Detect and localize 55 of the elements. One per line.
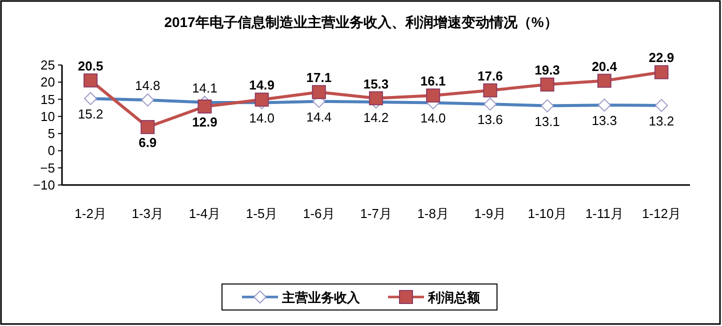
data-label: 14.8	[134, 78, 160, 93]
data-label: 13.2	[648, 113, 674, 128]
x-tick-label: 1-9月	[474, 206, 506, 221]
data-label: 14.2	[363, 110, 389, 126]
x-tick-label: 1-10月	[528, 206, 567, 221]
x-tick-label: 1-6月	[303, 206, 335, 221]
data-label: 20.5	[78, 58, 104, 74]
point	[369, 91, 383, 106]
y-tick-label: −5	[40, 160, 55, 176]
data-label: 15.3	[363, 76, 389, 92]
data-label: 13.6	[478, 112, 503, 128]
point	[312, 85, 326, 100]
point	[540, 78, 554, 92]
data-label: 14.0	[249, 110, 274, 126]
point	[597, 74, 612, 88]
data-label: 20.4	[592, 58, 618, 74]
data-label: 13.3	[592, 113, 618, 128]
point	[254, 92, 269, 107]
data-label: 15.2	[78, 106, 104, 122]
point	[483, 83, 498, 98]
x-tick-label: 1-11月	[585, 206, 624, 221]
y-tick-label: 5	[48, 126, 55, 142]
y-tick-label: 15	[40, 92, 55, 107]
data-label: 22.9	[648, 50, 674, 66]
data-label: 17.6	[478, 68, 503, 84]
data-label: 6.9	[138, 135, 157, 150]
y-tick-label: 10	[40, 108, 55, 124]
x-tick-label: 1-2月	[74, 206, 106, 221]
data-label: 13.1	[534, 114, 560, 129]
x-tick-label: 1-4月	[188, 206, 221, 221]
data-label: 16.1	[420, 74, 446, 89]
data-label: 14.0	[420, 110, 446, 126]
data-label: 14.1	[192, 80, 218, 96]
x-tick-label: 1-7月	[360, 206, 392, 221]
point	[426, 88, 440, 103]
data-label: 14.4	[306, 109, 332, 124]
legend-label: 利润总额	[427, 290, 481, 305]
legend-label: 主营业务收入	[281, 290, 361, 305]
y-tick-label: 25	[40, 58, 55, 72]
x-tick-label: 1-8月	[417, 206, 449, 221]
point	[654, 65, 668, 80]
y-tick-label: 20	[40, 74, 55, 90]
y-tick-label: 0	[48, 143, 55, 158]
data-label: 14.9	[249, 78, 274, 93]
y-tick-label: −10	[32, 178, 55, 192]
x-tick-label: 1-12月	[642, 206, 681, 221]
data-label: 17.1	[306, 70, 332, 86]
point	[140, 120, 155, 134]
data-label: 12.9	[192, 114, 218, 130]
chart-title: 2017年电子信息制造业主营业务收入、利润增速变动情况（%）	[164, 14, 558, 30]
point	[198, 99, 212, 114]
x-tick-label: 1-5月	[246, 206, 278, 221]
point	[84, 73, 98, 88]
x-tick-label: 1-3月	[132, 206, 164, 221]
data-label: 19.3	[534, 62, 560, 78]
